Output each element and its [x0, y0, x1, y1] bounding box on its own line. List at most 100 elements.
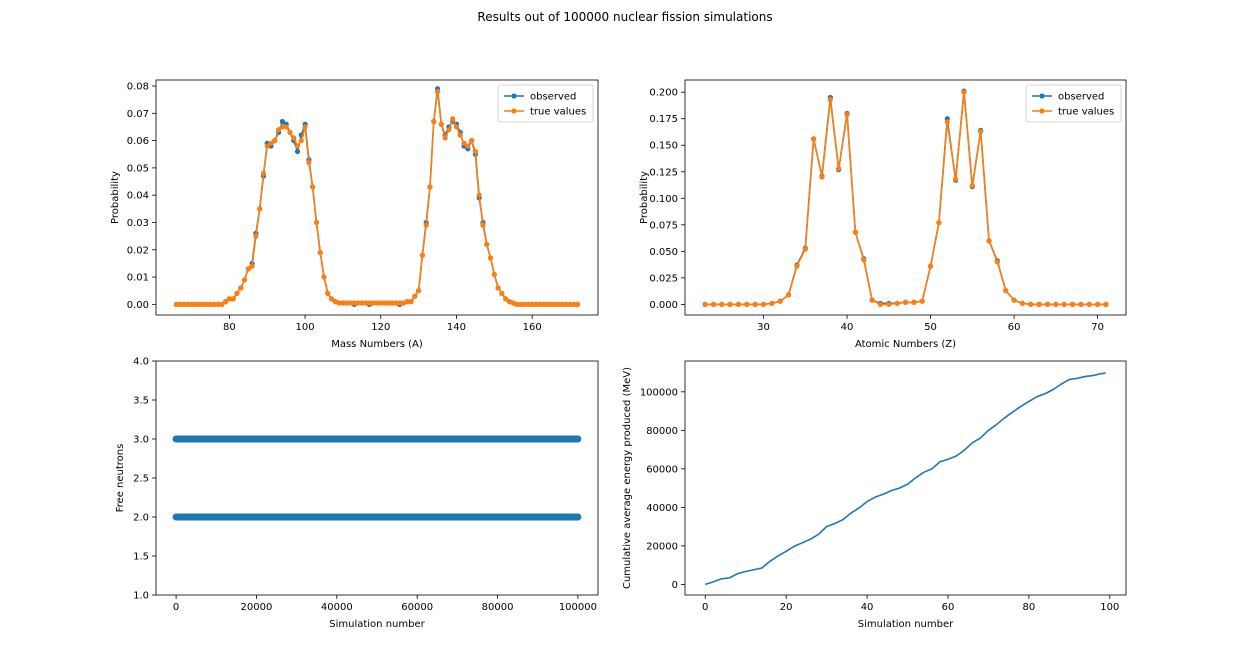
data-point — [476, 192, 482, 198]
x-tick-label: 140 — [447, 322, 466, 333]
data-point — [1053, 301, 1059, 307]
y-tick-label: 0 — [672, 580, 678, 591]
data-point — [204, 301, 210, 307]
data-point — [769, 300, 775, 306]
data-point — [702, 301, 708, 307]
x-tick-label: 40 — [841, 322, 854, 333]
data-point — [537, 301, 543, 307]
y-tick-label: 0.150 — [649, 141, 678, 152]
data-point — [777, 298, 783, 304]
data-point — [503, 296, 509, 302]
data-point — [215, 301, 221, 307]
y-tick-label: 0.175 — [649, 114, 678, 125]
data-point — [264, 143, 270, 149]
y-axis-label: Free neutrons — [115, 444, 126, 513]
data-point — [1028, 301, 1034, 307]
y-axis-label: Probability — [639, 171, 650, 224]
data-point — [279, 118, 285, 125]
axes-frame — [684, 79, 1127, 316]
data-point — [294, 143, 301, 149]
data-point — [177, 301, 183, 307]
data-point — [313, 219, 320, 226]
data-point — [446, 127, 452, 133]
data-point — [461, 140, 467, 146]
data-point — [844, 111, 850, 118]
data-point — [192, 301, 198, 307]
y-tick-label: 0.07 — [127, 109, 149, 120]
data-point — [185, 301, 191, 307]
y-tick-label: 3.0 — [133, 435, 149, 446]
data-point — [969, 182, 975, 189]
x-tick-label: 0 — [173, 602, 179, 613]
data-point — [336, 300, 342, 306]
y-axis-label: Probability — [110, 171, 121, 224]
data-point — [994, 259, 1000, 265]
y-tick-label: 2.0 — [133, 513, 149, 524]
data-point — [1103, 301, 1109, 307]
x-axis-label: Mass Numbers (A) — [331, 339, 423, 350]
data-point — [344, 300, 350, 306]
legend-swatch-marker — [1039, 93, 1045, 99]
series-line-1 — [704, 372, 1106, 586]
subplot-3: 0 20000 40000 60000 80000 100000 1.0 1.5 2.0 2.5 3… — [115, 357, 599, 630]
data-point — [306, 159, 312, 166]
data-point — [302, 124, 308, 130]
y-tick-label: 60000 — [646, 464, 678, 475]
y-tick-label: 0.02 — [127, 245, 149, 256]
data-point — [827, 97, 833, 103]
y-tick-label: 1.0 — [133, 591, 149, 602]
y-tick-label: 0.075 — [649, 220, 678, 231]
data-point — [457, 132, 463, 138]
y-tick-label: 0.025 — [649, 273, 678, 284]
data-point — [241, 277, 248, 283]
axes-frame — [684, 360, 1127, 596]
data-point — [408, 299, 414, 305]
axes-frame — [155, 360, 599, 596]
data-point — [249, 263, 255, 269]
data-point — [310, 184, 316, 190]
data-point — [173, 301, 180, 307]
figure-title: Results out of 100000 nuclear fission si… — [477, 10, 773, 24]
data-point — [351, 300, 357, 306]
data-point — [325, 290, 331, 297]
data-point — [1061, 301, 1067, 307]
x-tick-label: 0 — [702, 602, 708, 613]
x-tick-label: 20000 — [241, 602, 273, 613]
data-point — [181, 301, 187, 307]
data-point — [347, 300, 354, 306]
x-tick-label: 40 — [861, 602, 874, 613]
data-point — [953, 176, 959, 182]
data-point — [276, 127, 282, 133]
data-point — [902, 299, 909, 305]
legend-swatch-marker — [511, 93, 517, 99]
y-tick-label: 0.06 — [127, 136, 149, 147]
data-point — [378, 300, 384, 306]
x-tick-label: 40000 — [321, 602, 353, 613]
data-point — [472, 148, 478, 155]
y-tick-label: 3.5 — [133, 396, 149, 407]
y-tick-label: 0.03 — [127, 218, 149, 229]
x-axis-label: Atomic Numbers (Z) — [855, 339, 956, 350]
data-point — [978, 128, 984, 135]
plot-data — [172, 435, 582, 521]
data-point — [556, 301, 562, 307]
y-axis-label: Cumulative average energy produced (MeV) — [622, 367, 633, 589]
data-point — [710, 301, 716, 307]
subplot-4: 0 20 40 60 80 100 0 20000 40000 60000 80000 100000 S… — [622, 360, 1127, 630]
data-point — [727, 301, 733, 307]
data-point — [397, 300, 403, 306]
data-point — [559, 301, 566, 307]
data-point — [1095, 301, 1101, 307]
plot-data — [702, 88, 1109, 307]
y-tick-label: 100000 — [640, 387, 678, 398]
data-point — [188, 301, 195, 307]
data-point — [431, 118, 437, 125]
y-tick-label: 0.200 — [649, 88, 678, 99]
data-point — [469, 137, 475, 144]
data-point — [567, 301, 573, 307]
data-point — [499, 290, 505, 297]
data-point — [877, 301, 884, 307]
data-point — [279, 124, 285, 130]
x-tick-label: 100 — [296, 322, 315, 333]
y-tick-label: 0.00 — [127, 300, 149, 311]
